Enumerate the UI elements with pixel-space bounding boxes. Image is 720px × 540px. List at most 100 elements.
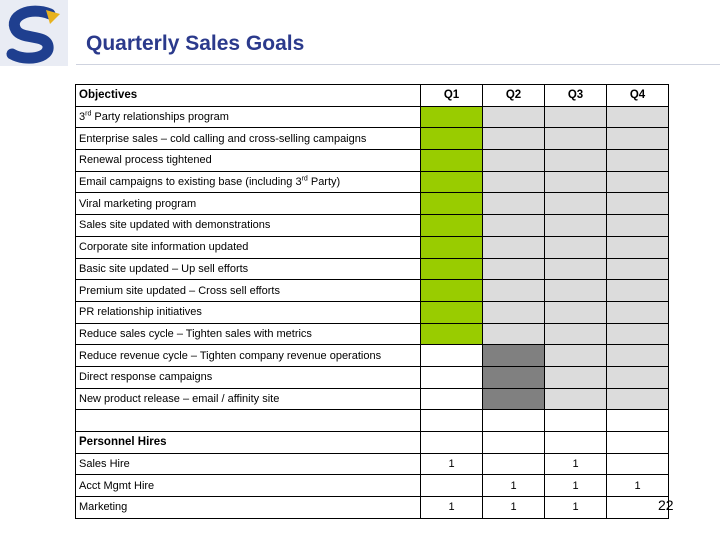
quarter-status-cell-q4 (606, 409, 669, 432)
objective-text: Premium site updated – Cross sell effort… (79, 284, 280, 297)
quarter-status-cell-q2 (482, 235, 545, 259)
quarter-status-cell-q2 (482, 387, 545, 411)
objective-text-suffix: Party relationships program (91, 111, 229, 124)
table-row: Reduce sales cycle – Tighten sales with … (75, 322, 669, 346)
quarter-status-cell-q1 (420, 235, 483, 259)
table-row (75, 409, 669, 432)
objective-label: Corporate site information updated (75, 235, 421, 259)
quarter-status-cell-q4 (606, 127, 669, 151)
objective-text: Basic site updated – Up sell efforts (79, 262, 249, 275)
personnel-rows: Sales Hire 1 1 Acct Mgmt Hire 1 1 1 Marketing 1 1… (75, 452, 669, 519)
objective-label: Enterprise sales – cold calling and cros… (75, 127, 421, 151)
quarter-status-cell-q1 (420, 322, 483, 346)
quarter-status-cell-q3 (544, 235, 607, 259)
quarter-status-cell-q3 (544, 105, 607, 129)
objective-label: Premium site updated – Cross sell effort… (75, 279, 421, 302)
quarter-status-cell-q4 (606, 387, 669, 411)
company-logo-icon (0, 0, 68, 66)
objectives-body: 3rd Party relationships program Enterpris… (75, 105, 669, 432)
column-header-q2: Q2 (482, 84, 545, 107)
table-row: Premium site updated – Cross sell effort… (75, 279, 669, 302)
objective-text: Viral marketing program (79, 197, 197, 210)
personnel-label: Marketing (75, 496, 421, 519)
quarter-status-cell-q2 (482, 192, 545, 216)
table-cell (420, 431, 483, 454)
quarter-status-cell-q1 (420, 214, 483, 237)
quarter-status-cell-q3 (544, 344, 607, 367)
table-row: Direct response campaigns (75, 365, 669, 389)
quarter-status-cell-q4 (606, 279, 669, 302)
column-header-q3: Q3 (544, 84, 607, 107)
quarter-status-cell-q4 (606, 344, 669, 367)
quarter-status-cell-q3 (544, 322, 607, 346)
hire-count-q4 (606, 496, 669, 519)
personnel-heading: Personnel Hires (75, 431, 421, 454)
personnel-body: Personnel Hires (75, 431, 669, 454)
table-cell (482, 431, 545, 454)
objective-text: PR relationship initiatives (79, 306, 202, 319)
personnel-label: Acct Mgmt Hire (75, 474, 421, 498)
quarter-status-cell-q1 (420, 170, 483, 194)
quarter-status-cell-q1 (420, 279, 483, 302)
quarter-status-cell-q2 (482, 300, 545, 324)
quarter-status-cell-q3 (544, 192, 607, 216)
table-cell (606, 431, 669, 454)
objective-label: Reduce sales cycle – Tighten sales with … (75, 322, 421, 346)
hire-count-q2: 1 (482, 474, 545, 498)
quarter-status-cell-q1 (420, 149, 483, 172)
hire-count-q2: 1 (482, 496, 545, 519)
page-title: Quarterly Sales Goals (86, 32, 305, 55)
quarter-status-cell-q2 (482, 279, 545, 302)
objective-label: Direct response campaigns (75, 365, 421, 389)
quarter-status-cell-q2 (482, 257, 545, 281)
quarter-status-cell-q4 (606, 322, 669, 346)
quarter-status-cell-q1 (420, 257, 483, 281)
quarter-status-cell-q1 (420, 300, 483, 324)
objective-text: Sales site updated with demonstrations (79, 219, 271, 232)
quarter-status-cell-q4 (606, 192, 669, 216)
table-row: Sales site updated with demonstrations (75, 214, 669, 237)
table-row: Corporate site information updated (75, 235, 669, 259)
quarter-status-cell-q3 (544, 279, 607, 302)
quarter-status-cell-q4 (606, 365, 669, 389)
objective-label: 3rd Party relationships program (75, 105, 421, 129)
quarter-status-cell-q2 (482, 149, 545, 172)
quarter-status-cell-q2 (482, 409, 545, 432)
quarter-status-cell-q3 (544, 409, 607, 432)
objective-label: PR relationship initiatives (75, 300, 421, 324)
quarter-status-cell-q1 (420, 192, 483, 216)
table-row: PR relationship initiatives (75, 300, 669, 324)
hire-count-q2 (482, 452, 545, 476)
quarter-status-cell-q1 (420, 344, 483, 367)
table-row: Email campaigns to existing base (includ… (75, 170, 669, 194)
objective-text: Renewal process tightened (79, 154, 212, 167)
hire-count-q3: 1 (544, 452, 607, 476)
quarter-status-cell-q4 (606, 105, 669, 129)
quarter-status-cell-q3 (544, 300, 607, 324)
objective-text: Corporate site information updated (79, 241, 249, 254)
objective-label: Basic site updated – Up sell efforts (75, 257, 421, 281)
hire-count-q1: 1 (420, 496, 483, 519)
table-row: Basic site updated – Up sell efforts (75, 257, 669, 281)
quarter-status-cell-q2 (482, 365, 545, 389)
quarter-status-cell-q2 (482, 344, 545, 367)
quarter-status-cell-q1 (420, 365, 483, 389)
table-row: Viral marketing program (75, 192, 669, 216)
objective-text: New product release – email / affinity s… (79, 392, 280, 405)
objective-label: Sales site updated with demonstrations (75, 214, 421, 237)
table-row: Renewal process tightened (75, 149, 669, 172)
quarter-status-cell-q3 (544, 387, 607, 411)
table-row: New product release – email / affinity s… (75, 387, 669, 411)
quarter-status-cell-q4 (606, 149, 669, 172)
objective-superscript: rd (301, 175, 308, 183)
personnel-heading-row: Personnel Hires (75, 431, 669, 454)
objective-text: 3 (79, 111, 86, 124)
quarter-status-cell-q4 (606, 257, 669, 281)
quarter-status-cell-q4 (606, 214, 669, 237)
table-header-row: Objectives Q1 Q2 Q3 Q4 (75, 84, 669, 107)
quarter-status-cell-q2 (482, 170, 545, 194)
quarter-status-cell-q4 (606, 170, 669, 194)
quarter-status-cell-q3 (544, 170, 607, 194)
quarter-status-cell-q3 (544, 365, 607, 389)
objective-text: Reduce revenue cycle – Tighten company r… (79, 349, 382, 362)
